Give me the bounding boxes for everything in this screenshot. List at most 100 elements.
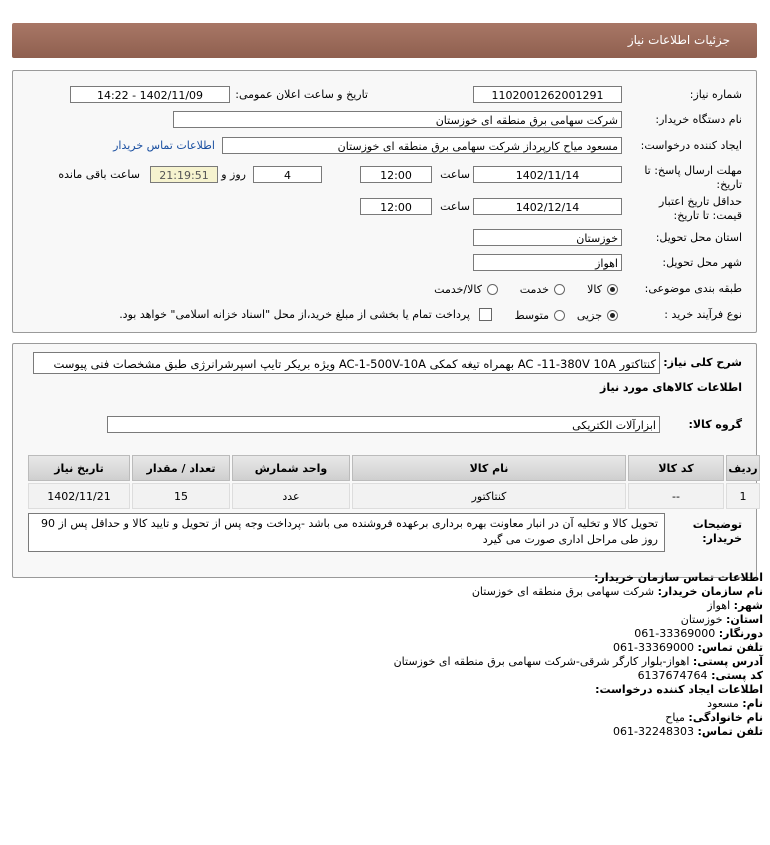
column-header: ردیف [726,455,760,481]
column-header: نام کالا [352,455,626,481]
contact-line: استان: خوزستان [681,613,763,627]
column-header: تعداد / مقدار [132,455,230,481]
radio[interactable] [554,284,565,295]
contact-value: 33369000-061 [634,627,716,640]
contact-value: 32248303-061 [613,725,695,738]
table-cell: عدد [232,483,350,509]
contact-label: نام خانوادگی: [688,711,763,724]
radio-label: متوسط [514,309,549,322]
field-label: شهر محل تحویل: [662,256,742,269]
radio-label: کالا [587,283,602,296]
contact-line: شهر: اهواز [707,599,763,613]
contact-label: آدرس پستی: [692,655,763,668]
table-body: 1 -- کنتاکتور عدد 15 1402/11/21 [28,483,760,509]
contact-value: 6137674764 [637,669,708,682]
table-cell: کنتاکتور [352,483,626,509]
contact-value: اهواز [707,599,731,612]
field-label: نام دستگاه خریدار: [655,113,742,126]
checkbox[interactable] [479,308,492,321]
contact-line: آدرس پستی: اهواز-بلوار کارگر شرقی-شرکت س… [394,655,763,669]
contact-value: شرکت سهامی برق منطقه ای خوزستان [471,585,655,598]
contact-label: کد پستی: [711,669,763,682]
contact-label: شهر: [733,599,763,612]
contact-value: میاح [665,711,685,724]
table-cell: -- [628,483,724,509]
table-cell: 1 [726,483,760,509]
field-label: تاریخ: [716,178,742,191]
field-label: ساعت [440,200,470,213]
notes-value: تحویل کالا و تخلیه آن در انبار معاونت به… [28,513,665,552]
header-bar [12,23,757,58]
table-header: ردیف کد کالا نام کالا واحد شمارش تعداد / مقد… [28,455,760,481]
goods-table: ردیف کد کالا نام کالا واحد شمارش تعداد / مقد… [26,453,762,511]
radio[interactable] [607,310,618,321]
contact-label: دورنگار: [718,627,763,640]
header-title: جزئیات اطلاعات نیاز [627,33,730,47]
field-value: 1402/11/09 - 14:22 [70,86,230,103]
table-row: 1 -- کنتاکتور عدد 15 1402/11/21 [28,483,760,509]
section-title: اطلاعات کالاهای مورد نیاز [600,381,742,394]
contact-line: تلفن تماس: 32248303-061 [613,725,763,739]
field-value: شرکت سهامی برق منطقه ای خوزستان [173,111,622,128]
contact-line: نام سازمان خریدار: شرکت سهامی برق منطقه … [472,585,763,599]
field-label: تاریخ و ساعت اعلان عمومی: [235,88,368,101]
field-label: شرح کلی نیاز: [663,356,742,369]
field-value: ابزارآلات الکتریکی [107,416,660,433]
contact-label: استان: [726,613,763,626]
radio-label: جزیی [576,309,602,322]
field-label: قیمت: تا تاریخ: [673,209,742,222]
field-label: روز و [221,168,246,181]
column-header: واحد شمارش [232,455,350,481]
contact-value: اهواز-بلوار کارگر شرقی-شرکت سهامی برق من… [393,655,690,668]
table-cell: 15 [132,483,230,509]
radio[interactable] [554,310,565,321]
field-label: طبقه بندی موضوعی: [644,282,742,295]
time-field: 12:00 [360,166,432,183]
field-value: مسعود میاح کارپرداز شرکت سهامی برق منطقه… [222,137,622,154]
contact-line: تلفن تماس: 33369000-061 [613,641,763,655]
contact-line: کد پستی: 6137674764 [638,669,763,683]
time-field: 12:00 [360,198,432,215]
contact-line: نام: مسعود [707,697,763,711]
radio-label: خدمت [519,283,549,296]
field-label: مهلت ارسال پاسخ: تا [644,164,742,177]
contact-label: نام: [742,697,763,710]
days-field: 4 [253,166,322,183]
field-label: خریدار: [702,532,742,545]
contact-value: 33369000-061 [613,641,695,654]
contact-label: تلفن تماس: [697,641,763,654]
field-value: اهواز [473,254,622,271]
field-label: ساعت [440,168,470,181]
date-field: 1402/11/14 [473,166,622,183]
field-value: خوزستان [473,229,622,246]
field-label: استان محل تحویل: [655,231,742,244]
column-header: تاریخ نیاز [28,455,130,481]
radio-label: کالا/خدمت [434,283,482,296]
contact-label: نام سازمان خریدار: [657,585,763,598]
field-label: شماره نیاز: [689,88,742,101]
column-header: کد کالا [628,455,724,481]
description-value: کنتاکتور AC -11-380V 10A بهمراه تیغه کمک… [33,352,660,374]
field-label: توضیحات [692,518,742,531]
contact-line: نام خانوادگی: میاح [665,711,763,725]
field-label: حداقل تاریخ اعتبار [658,195,742,208]
goods-table-wrap: ردیف کد کالا نام کالا واحد شمارش تعداد / مقد… [26,453,762,511]
field-label: گروه کالا: [688,418,742,431]
contact-value: مسعود [707,697,739,710]
date-field: 1402/12/14 [473,198,622,215]
contact-title: اطلاعات تماس سازمان خریدار: [594,571,763,584]
field-label: نوع فرآیند خرید : [664,308,742,321]
treasury-note: پرداخت تمام یا بخشی از مبلغ خرید،از محل … [119,308,470,321]
field-label: ایجاد کننده درخواست: [640,139,742,152]
contact-label: تلفن تماس: [697,725,763,738]
contact-line: دورنگار: 33369000-061 [634,627,763,641]
contact-link[interactable]: اطلاعات تماس خریدار [113,139,215,152]
field-value: 1102001262001291 [473,86,622,103]
radio[interactable] [487,284,498,295]
radio[interactable] [607,284,618,295]
table-cell: 1402/11/21 [28,483,130,509]
remaining-field: 21:19:51 [150,166,218,183]
field-label: ساعت باقی مانده [58,168,140,181]
contact-title: اطلاعات ایجاد کننده درخواست: [595,683,763,696]
